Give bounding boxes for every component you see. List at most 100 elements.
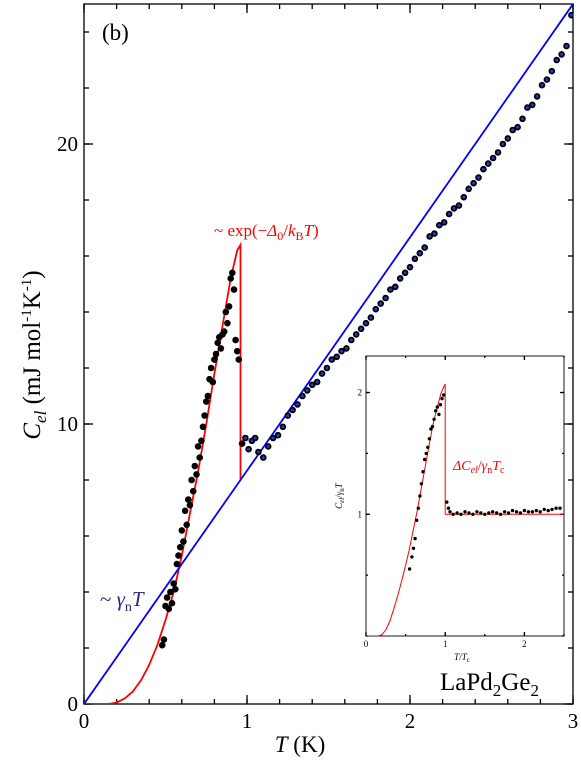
data-point [199,423,207,431]
main-plot-frame [83,3,574,705]
data-point [214,339,221,347]
data-point-overlay [300,394,304,398]
data-point-overlay [545,78,549,82]
data-point-overlay [506,136,510,140]
data-point [235,356,243,363]
data-point [167,588,174,596]
svg-text:Cel (mJ mol-1K-1): Cel (mJ mol-1K-1) [19,270,50,439]
data-point [180,538,187,545]
data-point [430,424,435,429]
data-point-overlay [369,316,373,320]
inset-frame [365,355,565,637]
data-point [434,409,438,413]
data-point [448,510,452,514]
data-point [421,470,425,474]
data-point [451,512,455,516]
y-tick-label: 0 [68,692,79,716]
data-point [220,328,228,335]
data-point [546,508,550,513]
data-point [518,511,523,515]
data-point [491,510,495,514]
data-point-overlay [384,296,388,300]
data-point-overlay [408,265,412,269]
data-point [407,567,412,571]
main-data-points [158,11,573,649]
data-point [183,521,190,529]
data-point [415,518,419,522]
data-point-overlay [256,450,260,454]
panel-label: (b) [102,20,129,45]
compound-label: LaPd2Ge2 [440,669,539,700]
data-point [413,536,417,541]
data-point [422,457,427,462]
x-tick-label: 1 [242,709,253,733]
data-point [538,510,542,514]
data-point [419,482,424,486]
data-point-overlay [364,321,368,325]
data-point-overlay [442,220,446,224]
data-point-overlay [413,257,417,261]
fit-line-1 [366,383,564,636]
data-point [416,506,420,510]
data-point-overlay [330,358,334,362]
data-point [471,512,475,516]
data-point-overlay [447,212,451,216]
data-point [188,476,195,484]
data-point [475,510,479,514]
data-point-overlay [379,302,383,306]
data-point [445,500,449,504]
inset-background [366,356,564,636]
data-point [238,440,246,447]
normal-fit-annotation: ~ γnT [100,587,145,615]
data-point [432,417,436,421]
data-point-overlay [276,433,280,437]
data-point-overlay [305,388,309,392]
data-point [483,512,487,516]
data-point [495,511,499,515]
data-point-overlay [496,150,500,154]
data-point [233,347,241,355]
data-point [230,286,238,293]
data-point-overlay [477,176,480,180]
data-point-overlay [344,346,348,350]
data-point [193,471,200,478]
data-point [437,412,441,417]
data-point [558,506,562,510]
data-point [175,552,182,559]
data-point-overlay [565,44,568,48]
data-point-overlay [325,366,329,370]
data-point [163,594,171,601]
data-point-overlay [452,206,456,210]
data-point-overlay [247,447,251,451]
data-point-overlay [540,83,544,87]
y-tick-label: 1 [358,509,363,519]
data-point-overlay [521,117,524,121]
data-point [506,511,511,515]
y-tick-label: 10 [57,412,78,436]
fit-line-1 [84,241,242,704]
data-point [209,378,217,386]
data-point-overlay [243,436,247,440]
data-point [217,345,225,352]
data-point-overlay [349,338,353,342]
data-point [203,398,210,405]
data-point-overlay [462,195,466,199]
data-point [435,405,439,409]
data-point [165,605,173,613]
data-point-overlay [481,167,485,171]
data-point-overlay [535,94,539,98]
data-point-overlay [418,251,422,255]
data-point-overlay [457,204,461,208]
data-point-overlay [530,103,534,107]
data-point [176,543,184,551]
data-point-overlay [291,408,295,412]
x-tick-label: 0 [79,709,90,733]
data-point-overlay [437,223,441,227]
inset-x-label: T/Tc [454,652,470,664]
data-point-overlay [560,52,564,56]
data-point [196,454,203,461]
data-point-overlay [354,332,358,336]
data-point [181,507,189,515]
data-point [487,511,491,515]
data-point [418,494,422,498]
